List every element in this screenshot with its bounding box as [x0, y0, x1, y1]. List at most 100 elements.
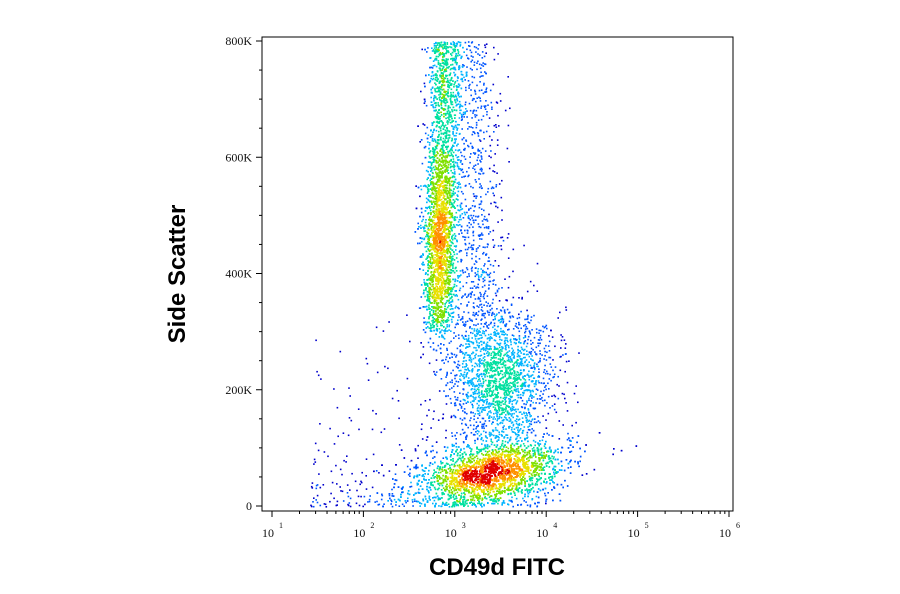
data-point — [441, 46, 444, 48]
data-point — [451, 238, 454, 241]
data-point — [454, 192, 456, 194]
data-point — [431, 255, 434, 257]
data-point — [433, 294, 435, 296]
data-point — [435, 121, 438, 123]
data-point — [427, 266, 429, 269]
data-point — [439, 259, 442, 261]
data-point — [431, 175, 434, 178]
data-point — [434, 87, 436, 90]
data-point — [442, 185, 444, 187]
data-point — [445, 292, 448, 294]
data-point — [447, 166, 449, 169]
data-point — [451, 149, 453, 152]
data-point — [444, 272, 447, 275]
data-point — [431, 248, 434, 250]
data-point — [446, 195, 449, 197]
data-point — [442, 81, 444, 84]
data-point — [445, 165, 447, 167]
data-point — [435, 228, 438, 231]
data-point — [442, 209, 444, 211]
data-point — [441, 210, 444, 212]
data-point — [457, 298, 460, 301]
data-point — [428, 185, 430, 187]
data-point — [424, 221, 427, 224]
data-point — [419, 307, 422, 309]
data-point — [430, 243, 433, 245]
data-point — [449, 225, 451, 228]
data-point — [450, 312, 453, 315]
data-point — [442, 208, 444, 210]
data-point — [425, 287, 427, 289]
data-point — [449, 297, 451, 300]
data-point — [451, 235, 453, 238]
data-point — [438, 94, 440, 96]
data-point — [439, 306, 442, 309]
data-point — [429, 136, 432, 138]
data-point — [439, 277, 441, 280]
data-point — [451, 492, 454, 495]
data-point — [455, 53, 457, 55]
data-point — [441, 52, 444, 54]
data-point — [433, 43, 436, 45]
data-point — [443, 231, 445, 233]
data-point — [445, 225, 448, 227]
data-point — [440, 343, 442, 345]
data-point — [451, 202, 453, 205]
data-point — [422, 123, 424, 125]
data-point — [445, 291, 447, 293]
data-point — [427, 189, 430, 191]
data-point — [455, 45, 458, 47]
data-point — [446, 272, 448, 274]
data-point — [444, 77, 446, 80]
data-point — [432, 74, 435, 77]
data-point — [438, 222, 441, 225]
data-point — [410, 485, 413, 488]
data-point — [439, 75, 442, 78]
data-point — [420, 356, 422, 359]
data-point — [439, 242, 441, 245]
data-point — [456, 103, 458, 106]
data-point — [450, 67, 453, 70]
data-point — [439, 251, 442, 254]
data-point — [439, 67, 441, 70]
data-point — [451, 214, 454, 217]
data-point — [441, 217, 443, 219]
data-point — [449, 106, 451, 109]
data-point — [428, 299, 431, 302]
data-point — [439, 313, 442, 315]
data-point — [429, 301, 431, 304]
data-point — [445, 198, 447, 201]
data-point — [430, 88, 432, 91]
data-point — [439, 210, 441, 213]
data-point — [420, 296, 423, 298]
data-point — [433, 102, 436, 105]
data-point — [450, 290, 452, 293]
data-point — [436, 252, 439, 255]
data-point — [443, 78, 445, 81]
data-point — [437, 283, 439, 285]
data-point — [429, 179, 431, 182]
data-point — [447, 108, 449, 110]
data-point — [440, 279, 442, 281]
data-point — [429, 262, 432, 265]
data-point — [441, 310, 444, 312]
data-point — [434, 116, 437, 118]
data-point — [436, 296, 439, 299]
data-point — [472, 311, 475, 314]
data-point — [446, 257, 448, 259]
data-point — [442, 162, 444, 164]
data-point — [443, 115, 445, 118]
data-point — [450, 212, 452, 215]
data-point — [456, 194, 459, 196]
data-point — [450, 201, 452, 204]
data-point — [430, 156, 433, 159]
data-point — [430, 213, 432, 216]
data-point — [440, 114, 443, 116]
data-point — [422, 253, 424, 255]
data-point — [444, 60, 446, 62]
data-point — [436, 117, 439, 120]
data-point — [441, 181, 443, 183]
data-point — [425, 305, 428, 308]
data-point — [435, 318, 438, 320]
data-point — [452, 316, 455, 318]
